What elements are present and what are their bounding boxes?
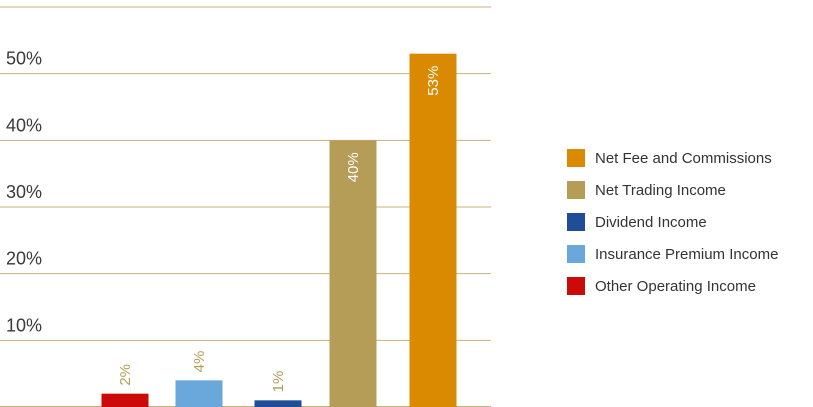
bar-value-label: 4% [191, 351, 208, 373]
bar [175, 380, 223, 407]
legend-item-insurance: Insurance Premium Income [567, 238, 778, 270]
bar-value-label: 2% [117, 364, 134, 386]
legend-label: Net Trading Income [595, 181, 726, 199]
legend-swatch [567, 181, 585, 199]
bar [101, 393, 149, 407]
legend-swatch [567, 149, 585, 167]
y-tick-label: 10% [6, 315, 42, 335]
legend-item-net-fee: Net Fee and Commissions [567, 142, 778, 174]
legend-swatch [567, 213, 585, 231]
bar [254, 400, 302, 407]
y-tick-label: 50% [6, 49, 42, 69]
legend-label: Other Operating Income [595, 277, 756, 295]
bar [409, 53, 457, 407]
legend-label: Net Fee and Commissions [595, 149, 772, 167]
legend-item-net-trading: Net Trading Income [567, 174, 778, 206]
legend-item-dividend: Dividend Income [567, 206, 778, 238]
y-tick-label: 60% [6, 0, 42, 2]
legend-label: Dividend Income [595, 213, 707, 231]
legend: Net Fee and Commissions Net Trading Inco… [567, 142, 778, 302]
bar-value-label: 53% [425, 66, 442, 96]
y-tick-label: 30% [6, 182, 42, 202]
y-tick-label: 20% [6, 249, 42, 269]
legend-item-other: Other Operating Income [567, 270, 778, 302]
legend-label: Insurance Premium Income [595, 245, 779, 263]
bar-value-label: 40% [345, 152, 362, 182]
bar [329, 140, 377, 407]
legend-swatch [567, 277, 585, 295]
y-tick-label: 40% [6, 115, 42, 135]
bar-value-label: 1% [270, 371, 287, 393]
legend-swatch [567, 245, 585, 263]
